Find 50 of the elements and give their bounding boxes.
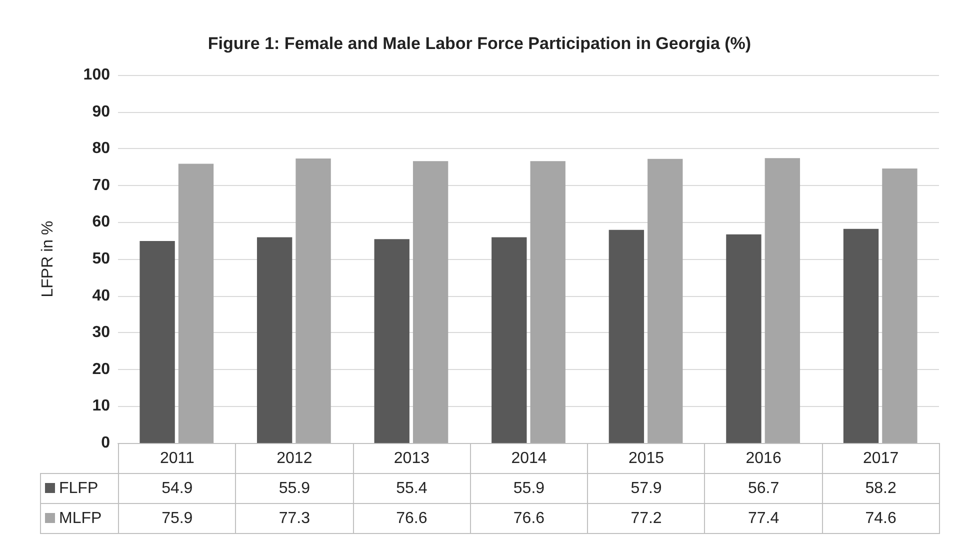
x-tick-label: 2017: [822, 444, 940, 474]
y-tick-label: 10: [92, 398, 110, 415]
y-tick-label: 70: [92, 176, 110, 194]
y-tick-label: 40: [92, 287, 110, 304]
data-label: 75.9: [118, 504, 236, 534]
y-tick-label: 50: [92, 250, 110, 268]
bar: [608, 230, 644, 443]
y-tick-label: 60: [92, 214, 110, 231]
bar: [296, 158, 331, 443]
data-label: 74.6: [822, 504, 940, 534]
x-tick-label: 2011: [118, 444, 236, 474]
data-label: 77.4: [704, 504, 822, 534]
legend-label: MLFP: [40, 504, 118, 534]
bar: [882, 168, 918, 443]
y-tick-label: 0: [101, 434, 110, 452]
x-tick-label: 2013: [353, 444, 470, 474]
bar: [530, 161, 566, 443]
data-label: 77.2: [588, 504, 705, 534]
y-axis-title: LFPR in %: [40, 220, 56, 298]
x-tick-label: 2015: [588, 444, 705, 474]
y-tick-label: 30: [92, 324, 110, 342]
bar: [492, 237, 527, 443]
legend-label: FLFP: [40, 474, 118, 504]
bar: [648, 158, 683, 443]
data-label: 76.6: [353, 504, 470, 534]
bar: [764, 158, 800, 443]
x-tick-label: 2016: [704, 444, 822, 474]
data-label: 57.9: [588, 474, 705, 504]
bar: [726, 234, 762, 443]
y-tick-label: 80: [92, 140, 110, 158]
data-label: 55.4: [353, 474, 470, 504]
data-label: 76.6: [470, 504, 588, 534]
data-label: 56.7: [704, 474, 822, 504]
chart-title: Figure 1: Female and Male Labor Force Participation in Georgia (%): [208, 34, 752, 53]
data-label: 58.2: [822, 474, 940, 504]
bar: [412, 161, 448, 443]
x-tick-label: 2014: [470, 444, 588, 474]
bar: [140, 240, 175, 443]
bar: [256, 237, 292, 443]
bar: [374, 239, 410, 443]
y-tick-label: 90: [92, 103, 110, 120]
y-tick-label: 100: [83, 66, 110, 84]
data-label: 55.9: [236, 474, 354, 504]
x-tick-label: 2012: [236, 444, 354, 474]
bar: [843, 228, 879, 443]
bar: [178, 164, 214, 443]
data-label: 54.9: [118, 474, 236, 504]
y-tick-label: 20: [92, 360, 110, 378]
data-label: 55.9: [470, 474, 588, 504]
data-label: 77.3: [236, 504, 354, 534]
